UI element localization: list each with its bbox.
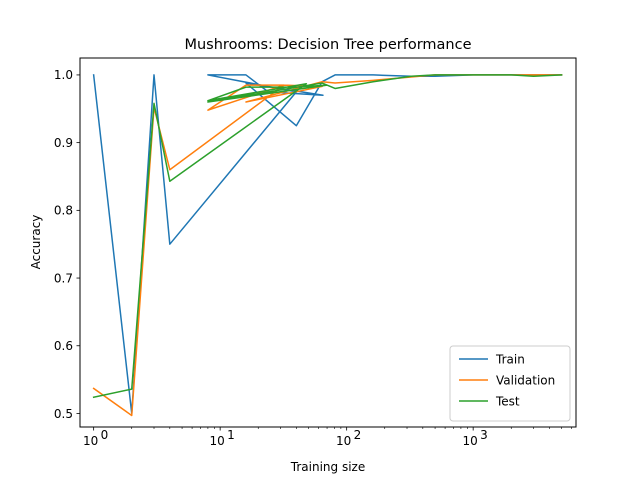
x-tick-exponent: 2 (354, 428, 362, 442)
x-tick-exponent: 1 (227, 428, 235, 442)
chart-title: Mushrooms: Decision Tree performance (184, 37, 471, 53)
legend-label-validation: Validation (496, 373, 555, 387)
series-group (92, 74, 563, 417)
x-tick-exponent: 0 (101, 428, 109, 442)
legend-label-train: Train (495, 352, 525, 366)
x-axis: 10 0 10 1 10 2 10 3 (83, 427, 572, 448)
x-tick-label: 10 (210, 434, 225, 448)
y-tick-label: 0.7 (54, 271, 73, 285)
y-axis: 0.5 0.6 0.7 0.8 0.9 1.0 (54, 68, 80, 421)
y-tick-label: 0.8 (54, 204, 73, 218)
x-tick-label: 10 (83, 434, 98, 448)
x-tick-exponent: 3 (480, 428, 488, 442)
y-tick-label: 0.5 (54, 407, 73, 421)
y-tick-label: 0.9 (54, 136, 73, 150)
legend: Train Validation Test (449, 345, 571, 422)
series-line-test (92, 74, 563, 399)
x-axis-label: Training size (290, 460, 365, 474)
y-tick-label: 1.0 (54, 68, 73, 82)
y-tick-label: 0.6 (54, 339, 73, 353)
y-axis-label: Accuracy (29, 215, 43, 270)
x-tick-label: 10 (336, 434, 351, 448)
x-tick-label: 10 (463, 434, 478, 448)
legend-label-test: Test (495, 394, 520, 408)
plot-frame (79, 57, 577, 428)
legend-box (449, 345, 571, 422)
